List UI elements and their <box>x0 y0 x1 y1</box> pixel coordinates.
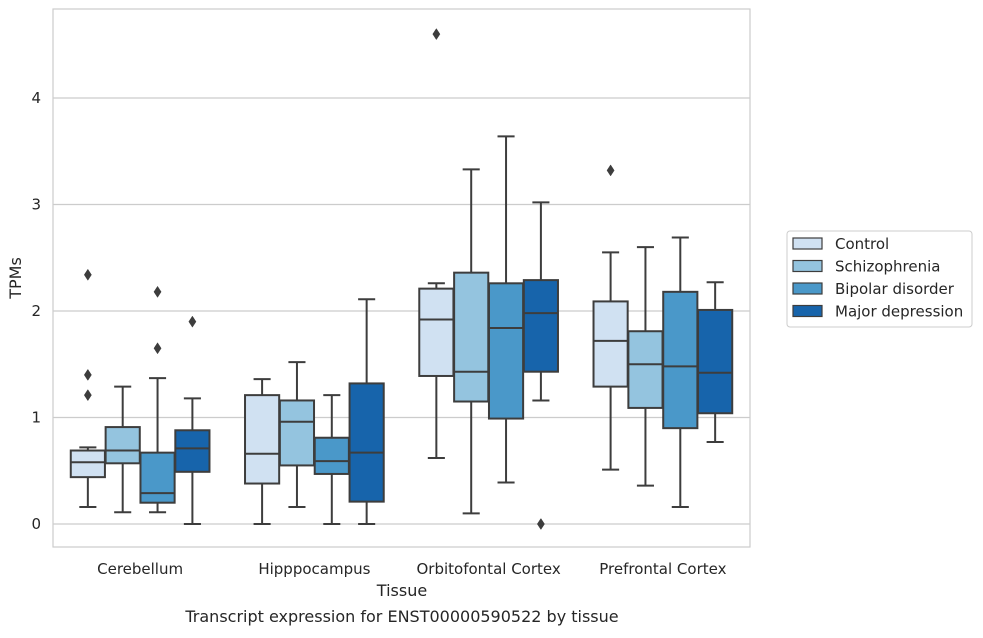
box-bipolar-disorder <box>139 285 176 514</box>
legend-swatch <box>792 282 823 295</box>
box-control <box>244 378 281 525</box>
box-schizophrenia <box>627 246 664 487</box>
box-bipolar-disorder <box>662 236 699 508</box>
y-tick-label: 3 <box>31 196 41 214</box>
box-body <box>627 330 664 409</box>
box-control <box>69 268 106 508</box>
outlier-point <box>606 164 615 177</box>
box-major-depression <box>522 201 559 530</box>
outlier-point <box>83 389 92 402</box>
outlier-point <box>83 368 92 381</box>
plot-frame <box>52 8 751 548</box>
box-control <box>418 28 455 459</box>
box-schizophrenia <box>278 361 316 508</box>
box-bipolar-disorder <box>487 135 525 484</box>
box-body <box>453 271 490 403</box>
box-body <box>69 449 106 479</box>
gridlines <box>53 97 750 525</box>
outlier-point <box>188 315 197 328</box>
box-body <box>592 300 629 388</box>
outlier-point <box>537 518 545 530</box>
box-schizophrenia <box>104 385 141 514</box>
y-tick-label: 1 <box>31 409 41 427</box>
legend-swatch <box>792 259 823 273</box>
outlier-point <box>83 268 92 281</box>
legend-label: Control <box>835 235 889 253</box>
box-body <box>348 382 385 503</box>
y-tick-label: 0 <box>31 515 41 533</box>
box-major-depression <box>174 315 211 525</box>
x-tick-labels: Cerebellum Hipppocampus Orbitofontal Corte… <box>97 560 726 578</box>
y-tick-labels: 0 1 2 3 4 <box>31 89 41 533</box>
chart-caption: Transcript expression for ENST0000059052… <box>184 607 618 626</box>
box-body <box>487 282 525 420</box>
legend-label: Major depression <box>835 303 963 321</box>
x-tick-label: Prefrontal Cortex <box>599 560 726 578</box>
box-schizophrenia <box>453 168 490 515</box>
legend-label: Schizophrenia <box>835 258 940 276</box>
legend-frame <box>786 230 973 328</box>
box-body <box>662 290 699 430</box>
y-tick-label: 2 <box>31 302 41 320</box>
x-tick-label: Orbitofontal Cortex <box>417 560 561 578</box>
y-tick-label: 4 <box>31 89 41 107</box>
box-body <box>522 279 559 373</box>
box-body <box>174 429 211 473</box>
box-body <box>313 436 350 475</box>
boxes <box>69 28 734 530</box>
box-body <box>104 426 141 465</box>
box-control <box>592 164 629 471</box>
x-tick-label: Hipppocampus <box>258 560 370 578</box>
x-axis-title: Tissue <box>376 581 427 600</box>
box-body <box>278 399 316 467</box>
outlier-point <box>153 342 162 355</box>
legend-label: Bipolar disorder <box>835 280 955 298</box>
legend: Control Schizophrenia Bipolar disorder Majo… <box>786 230 973 328</box>
y-axis-title: TPMs <box>6 257 25 300</box>
box-body <box>244 394 281 485</box>
legend-swatch <box>792 237 823 250</box>
legend-swatch <box>792 304 823 318</box>
x-tick-label: Cerebellum <box>97 560 183 578</box>
box-body <box>697 308 734 415</box>
outlier-point <box>153 285 162 298</box>
box-body <box>418 287 455 377</box>
box-major-depression <box>697 281 734 443</box>
box-major-depression <box>348 298 385 525</box>
outlier-point <box>432 28 441 41</box>
box-body <box>139 451 176 504</box>
